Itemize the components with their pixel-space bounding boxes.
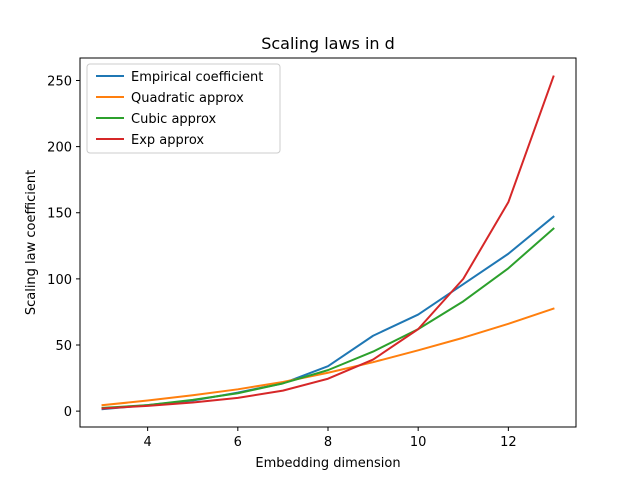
legend-entry-exp: Exp approx <box>96 133 204 148</box>
legend-entry-quadratic: Quadratic approx <box>96 91 244 106</box>
series-line-exp <box>101 75 555 410</box>
y-tick-label: 0 <box>64 405 72 420</box>
x-tick-label: 10 <box>410 435 427 450</box>
y-tick-label: 50 <box>55 339 72 354</box>
y-axis-ticks: 0 50 100 150 200 250 <box>47 74 80 420</box>
x-tick-label: 12 <box>500 435 517 450</box>
legend-box <box>86 63 281 154</box>
x-tick-label: 6 <box>234 435 242 450</box>
legend-label-empirical: Empirical coefficient <box>131 70 263 85</box>
series-layer <box>101 75 555 411</box>
legend-entry-empirical: Empirical coefficient <box>96 70 263 85</box>
y-tick-label: 200 <box>47 141 72 156</box>
y-tick-label: 150 <box>47 207 72 222</box>
legend: Empirical coefficient Quadratic approx C… <box>86 63 281 154</box>
series-line-quadratic <box>101 307 555 407</box>
x-tick-label: 8 <box>324 435 332 450</box>
legend-entry-cubic: Cubic approx <box>96 112 217 127</box>
x-tick-label: 4 <box>143 435 151 450</box>
y-axis-label: Scaling law coefficient <box>24 170 39 315</box>
y-tick-label: 100 <box>47 273 72 288</box>
legend-label-cubic: Cubic approx <box>131 112 217 127</box>
x-axis-label: Embedding dimension <box>255 456 400 471</box>
legend-label-exp: Exp approx <box>131 133 204 148</box>
x-axis-ticks: 4 6 8 10 12 <box>143 427 517 450</box>
y-tick-label: 250 <box>47 74 72 89</box>
legend-label-quadratic: Quadratic approx <box>131 91 244 106</box>
chart-title: Scaling laws in d <box>261 34 395 53</box>
series-line-cubic <box>101 227 555 409</box>
